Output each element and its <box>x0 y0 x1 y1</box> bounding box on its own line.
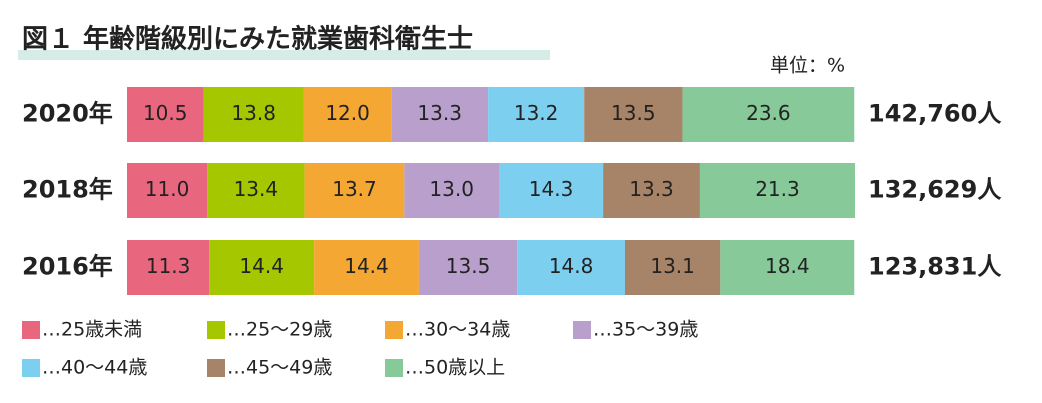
data-label: 18.4 <box>765 254 810 278</box>
bar-segment <box>203 87 304 142</box>
legend-swatch <box>385 359 403 377</box>
legend-label: …50歳以上 <box>405 357 505 379</box>
data-label: 14.4 <box>344 254 389 278</box>
data-label: 14.3 <box>529 177 574 201</box>
data-label: 13.3 <box>417 101 462 125</box>
chart-title: 図１ 年齢階級別にみた就業歯科衛生士 <box>22 24 473 55</box>
legend-swatch <box>22 321 40 339</box>
legend-label: …25歳未満 <box>42 319 142 341</box>
bar-segment <box>418 240 518 295</box>
data-label: 12.0 <box>325 101 370 125</box>
bar-segment <box>207 163 305 218</box>
bar-segment <box>127 240 210 295</box>
bar-segment <box>682 87 855 142</box>
bar-segment <box>720 240 855 295</box>
legend-label: …45～49歳 <box>227 357 332 379</box>
total-label: 132,629人 <box>868 176 1001 204</box>
category-label: 2018年 <box>22 176 113 204</box>
data-label: 13.1 <box>650 254 695 278</box>
data-label: 14.8 <box>549 254 594 278</box>
data-label: 10.5 <box>143 101 188 125</box>
unit-label: 単位：% <box>770 55 845 77</box>
bar-segment <box>303 87 392 142</box>
legend-label: …35～39歳 <box>593 319 698 341</box>
data-label: 11.0 <box>145 177 190 201</box>
category-label: 2016年 <box>22 253 113 281</box>
data-label: 13.3 <box>629 177 674 201</box>
legend-label: …25～29歳 <box>227 319 332 341</box>
bar-segment <box>488 87 585 142</box>
bar-segment <box>391 87 489 142</box>
category-label: 2020年 <box>22 100 113 128</box>
bar-segment <box>603 163 700 218</box>
data-label: 13.7 <box>332 177 377 201</box>
data-label: 13.2 <box>514 101 559 125</box>
total-label: 123,831人 <box>868 253 1001 281</box>
legend-label: …40～44歳 <box>42 357 147 379</box>
legend-swatch <box>22 359 40 377</box>
bar-segment <box>584 87 683 142</box>
legend-swatch <box>207 321 225 339</box>
data-label: 13.0 <box>429 177 474 201</box>
bar-segment <box>304 163 405 218</box>
bar-segment <box>499 163 604 218</box>
bar-segment <box>699 163 855 218</box>
data-label: 21.3 <box>755 177 800 201</box>
data-label: 13.8 <box>231 101 276 125</box>
bar-segment <box>127 87 204 142</box>
legend-swatch <box>573 321 591 339</box>
data-label: 23.6 <box>746 101 791 125</box>
bar-segment <box>127 163 208 218</box>
data-label: 14.4 <box>239 254 284 278</box>
legend-swatch <box>207 359 225 377</box>
title-underline <box>18 50 550 60</box>
data-label: 13.4 <box>234 177 279 201</box>
data-label: 11.3 <box>146 254 191 278</box>
bar-segment <box>314 240 419 295</box>
legend-label: …30～34歳 <box>405 319 510 341</box>
bar-segment <box>404 163 500 218</box>
data-label: 13.5 <box>446 254 491 278</box>
total-label: 142,760人 <box>868 100 1001 128</box>
legend-swatch <box>385 321 403 339</box>
data-label: 13.5 <box>611 101 656 125</box>
bar-segment <box>209 240 315 295</box>
bar-segment <box>624 240 721 295</box>
bar-segment <box>517 240 625 295</box>
